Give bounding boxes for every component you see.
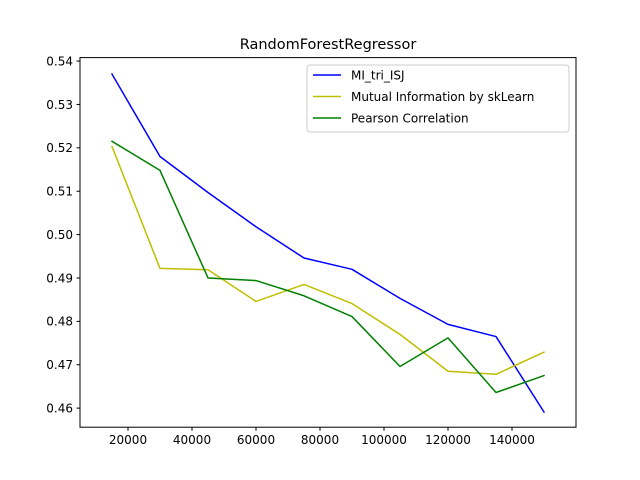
chart-title: RandomForestRegressor: [240, 37, 417, 53]
y-tick-label: 0.50: [46, 228, 73, 242]
legend: MI_tri_ISJ Mutual Information by skLearn P…: [306, 64, 570, 133]
series-line-mi-tri-isj: [110, 73, 546, 414]
x-tick-label: 140000: [489, 433, 535, 447]
x-tick-label: 40000: [173, 433, 211, 447]
y-tick-label: 0.51: [46, 185, 73, 199]
legend-label-mutual-information-by-sklearn: Mutual Information by skLearn: [351, 90, 534, 104]
legend-label-pearson-correlation: Pearson Correlation: [351, 111, 469, 125]
x-tick-label: 20000: [109, 433, 147, 447]
x-tick-label: 100000: [361, 433, 407, 447]
legend-box: [306, 64, 570, 133]
y-tick-label: 0.47: [46, 358, 73, 372]
plot-frame: [79, 57, 577, 428]
y-tick-label: 0.54: [46, 54, 73, 68]
y-tick-label: 0.53: [46, 98, 73, 112]
series-layer: [110, 73, 546, 414]
series-line-mutual-information-by-sklearn: [111, 145, 545, 376]
x-tick-label: 60000: [237, 433, 275, 447]
legend-label-mi-tri-isj: MI_tri_ISJ: [351, 68, 405, 82]
y-tick-label: 0.48: [46, 315, 73, 329]
series-line-pearson-correlation: [110, 140, 545, 394]
x-tick-label: 80000: [301, 433, 339, 447]
y-tick-label: 0.46: [46, 401, 73, 415]
x-tick-label: 120000: [425, 433, 471, 447]
y-tick-label: 0.49: [46, 271, 73, 285]
x-axis-ticks: 20000 40000 60000 80000 100000 120000 140000: [109, 427, 535, 447]
y-axis-ticks: 0.46 0.47 0.48 0.49 0.50 0.51 0.52 0.53 0.54: [46, 54, 80, 415]
y-tick-label: 0.52: [46, 141, 73, 155]
